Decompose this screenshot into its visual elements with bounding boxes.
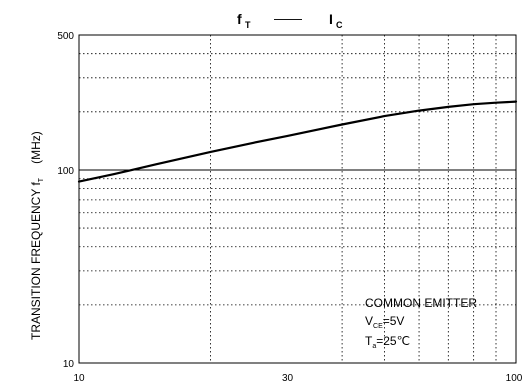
title-main: f (237, 11, 242, 27)
title-main-sub: T (245, 20, 251, 30)
annotation-line3-main: T (365, 334, 373, 348)
annotation-line2-rest: =5V (383, 314, 405, 328)
axis-ticks: 10 30 100 10 100 500 (57, 31, 522, 384)
annotation-line3-rest: =25℃ (376, 334, 410, 348)
annotation-line3: Ta=25℃ (365, 334, 410, 350)
x-tick-label: 10 (73, 373, 85, 384)
y-axis-label-main: TRANSITION FREQUENCY fT (MHz) (29, 131, 45, 340)
plot-frame (78, 34, 517, 364)
title-dash: —— (274, 10, 302, 26)
y-axis-label-main-text: TRANSITION FREQUENCY f (29, 182, 43, 340)
annotation-line2-sub: CE (373, 323, 383, 330)
title-second-sub: C (336, 20, 343, 30)
y-axis-label-unit: (MHz) (29, 131, 43, 164)
annotation-line2: VCE=5V (365, 314, 404, 330)
series-line (77, 100, 518, 183)
y-tick-label: 100 (57, 166, 74, 177)
annotation-line1: COMMON EMITTER (365, 296, 477, 310)
y-axis-label-sub: T (38, 177, 45, 182)
series (77, 100, 518, 183)
y-tick-label: 10 (63, 359, 75, 370)
title-second: I (329, 11, 333, 27)
chart-title: f T —— I C (237, 10, 343, 30)
y-tick-label: 500 (57, 31, 74, 42)
grid (79, 35, 516, 363)
y-axis-label: TRANSITION FREQUENCY fT (MHz) (29, 131, 45, 340)
x-tick-label: 30 (282, 373, 294, 384)
annotation-line3-sub: a (372, 343, 376, 350)
x-tick-label: 100 (506, 373, 523, 384)
annotation-block: COMMON EMITTER VCE=5V Ta=25℃ (365, 296, 477, 350)
annotation-line2-main: V (365, 314, 373, 328)
